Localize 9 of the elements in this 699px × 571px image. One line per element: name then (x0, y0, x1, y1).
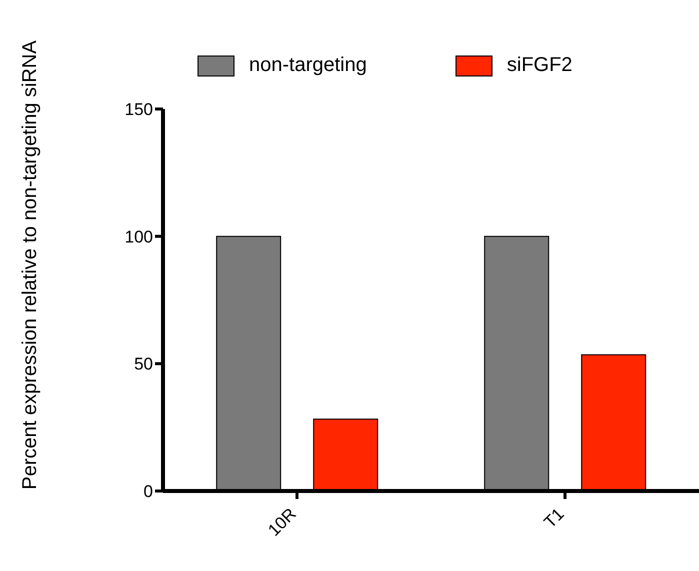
x-tick-label: 10R (264, 504, 300, 540)
y-tick-label: 150 (124, 100, 153, 120)
y-tick-label: 0 (144, 482, 153, 502)
x-tick-label: T1 (540, 504, 568, 532)
y-axis-title: Percent expression relative to non-targeting siRNA (19, 40, 41, 490)
y-tick-label: 50 (134, 354, 153, 374)
y-tick-label: 100 (124, 227, 153, 246)
legend-label: non-targeting (249, 54, 367, 77)
legend-label: siFGF2 (506, 54, 572, 77)
